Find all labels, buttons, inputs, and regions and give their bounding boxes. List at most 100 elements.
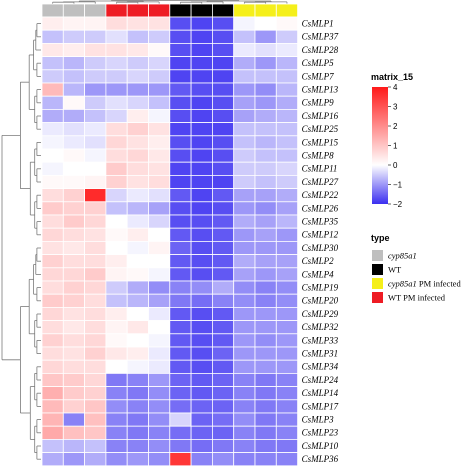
heatmap-cell <box>190 386 213 401</box>
heatmap-cell <box>275 56 298 71</box>
heatmap-cell <box>190 452 213 467</box>
heatmap-cell <box>275 399 298 414</box>
heatmap-cell <box>233 174 256 189</box>
heatmap-cell <box>41 109 64 124</box>
heatmap-cell <box>254 69 277 84</box>
heatmap-cell <box>62 333 85 348</box>
heatmap-cell <box>62 122 85 137</box>
heatmap-cell <box>254 425 277 440</box>
heatmap-cell <box>190 372 213 387</box>
heatmap-cell <box>275 214 298 229</box>
heatmap-cell <box>169 148 192 163</box>
heatmap-cell <box>148 452 171 467</box>
heatmap-cell <box>62 161 85 176</box>
heatmap-cell <box>62 267 85 282</box>
gene-label: CsMLP19 <box>302 283 339 293</box>
heatmap-cell <box>105 372 128 387</box>
heatmap-cell <box>105 29 128 44</box>
heatmap-cell <box>169 214 192 229</box>
heatmap-cell <box>211 227 235 242</box>
heatmap-cell <box>254 95 277 110</box>
heatmap-cell <box>41 254 64 269</box>
heatmap-cell <box>62 452 85 467</box>
annotation-cell <box>275 3 298 18</box>
heatmap-cell <box>126 135 149 150</box>
heatmap-cell <box>41 82 64 97</box>
heatmap-cell <box>211 109 235 124</box>
heatmap-cell <box>105 333 128 348</box>
heatmap-cell <box>275 254 298 269</box>
heatmap-cell <box>169 399 192 414</box>
heatmap-cell <box>84 95 107 110</box>
heatmap-cell <box>105 359 128 374</box>
heatmap-cell <box>169 109 192 124</box>
heatmap-cell <box>169 95 192 110</box>
heatmap-cell <box>148 412 171 427</box>
heatmap-cell <box>211 254 235 269</box>
column-dendrogram <box>52 0 288 4</box>
heatmap-cell <box>148 306 171 321</box>
heatmap-cell <box>233 227 256 242</box>
heatmap-cell <box>275 29 298 44</box>
heatmap-cell <box>84 399 107 414</box>
gene-label: CsMLP36 <box>302 454 339 464</box>
heatmap-cell <box>105 95 128 110</box>
heatmap-cell <box>62 201 85 216</box>
heatmap-cell <box>126 386 149 401</box>
heatmap-cell <box>275 16 298 31</box>
heatmap-cell <box>105 148 128 163</box>
heatmap-cell <box>275 267 298 282</box>
heatmap-cell <box>148 333 171 348</box>
heatmap-cell <box>105 174 128 189</box>
gene-label: CsMLP27 <box>302 177 339 187</box>
heatmap-cell <box>233 280 256 295</box>
heatmap-cell <box>148 346 171 361</box>
heatmap-cell <box>211 148 235 163</box>
heatmap-cell <box>105 438 128 453</box>
color-scale-bar <box>372 87 388 204</box>
heatmap-cell <box>41 293 64 308</box>
heatmap-cell <box>105 56 128 71</box>
heatmap-cell <box>126 306 149 321</box>
heatmap-cell <box>126 161 149 176</box>
type-label: WT <box>388 265 402 275</box>
heatmap-cell <box>41 174 64 189</box>
heatmap-cell <box>62 372 85 387</box>
heatmap-cell <box>148 122 171 137</box>
heatmap-cell <box>41 29 64 44</box>
heatmap-cell <box>105 188 128 203</box>
heatmap-cell <box>84 293 107 308</box>
heatmap-cell <box>41 280 64 295</box>
heatmap-cell <box>105 346 128 361</box>
scale-tick-label: 3 <box>393 103 398 112</box>
heatmap-cell <box>211 56 235 71</box>
heatmap-cell <box>233 452 256 467</box>
heatmap-cell <box>62 254 85 269</box>
heatmap-cell <box>84 16 107 31</box>
heatmap-cell <box>105 254 128 269</box>
heatmap-cell <box>211 320 235 335</box>
heatmap-cell <box>275 227 298 242</box>
heatmap-cell <box>84 214 107 229</box>
heatmap-cell <box>62 174 85 189</box>
heatmap-cell <box>233 372 256 387</box>
heatmap-cell <box>254 399 277 414</box>
annotation-cell <box>41 3 64 18</box>
heatmap-cell <box>62 399 85 414</box>
heatmap-cell <box>169 122 192 137</box>
heatmap-cell <box>254 452 277 467</box>
gene-label: CsMLP1 <box>302 19 334 29</box>
heatmap-cell <box>190 254 213 269</box>
heatmap-cell <box>275 174 298 189</box>
heatmap-cell <box>105 425 128 440</box>
heatmap-cell <box>254 320 277 335</box>
heatmap-cell <box>233 359 256 374</box>
gene-label: CsMLP5 <box>302 58 335 68</box>
heatmap-cell <box>41 135 64 150</box>
heatmap-cell <box>254 293 277 308</box>
heatmap-cell <box>62 412 85 427</box>
heatmap-cell <box>169 201 192 216</box>
heatmap-cell <box>105 109 128 124</box>
heatmap-cell <box>84 69 107 84</box>
heatmap-cell <box>233 412 256 427</box>
